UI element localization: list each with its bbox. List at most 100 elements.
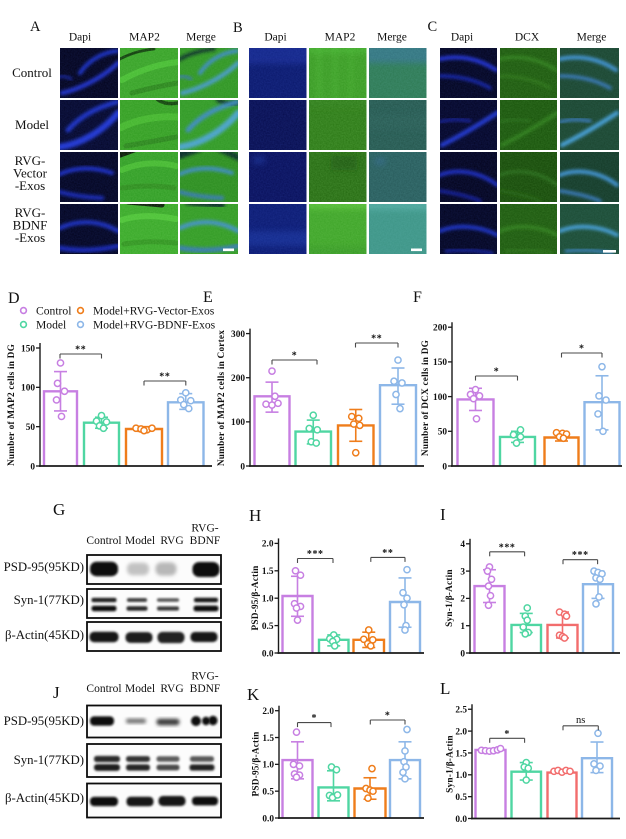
svg-text:PSD-95(95KD): PSD-95(95KD) xyxy=(4,714,84,728)
svg-text:1.0: 1.0 xyxy=(455,771,467,781)
svg-text:BDNF: BDNF xyxy=(190,683,221,695)
svg-text:Syn-1(77KD): Syn-1(77KD) xyxy=(14,753,84,767)
svg-text:β-Actin(45KD): β-Actin(45KD) xyxy=(5,791,84,805)
svg-text:0.0: 0.0 xyxy=(262,814,274,824)
svg-text:200: 200 xyxy=(231,374,245,384)
svg-text:Model: Model xyxy=(125,535,155,547)
svg-text:RVG-: RVG- xyxy=(191,523,218,535)
svg-text:0.0: 0.0 xyxy=(262,649,274,659)
svg-text:-Exos: -Exos xyxy=(15,230,45,245)
svg-text:RVG: RVG xyxy=(160,535,183,547)
svg-text:***: *** xyxy=(499,542,516,553)
svg-text:D: D xyxy=(8,290,20,307)
svg-text:DCX: DCX xyxy=(515,32,540,44)
svg-text:0.5: 0.5 xyxy=(262,787,274,797)
svg-text:*: * xyxy=(311,713,317,724)
svg-text:RVG-: RVG- xyxy=(15,205,46,220)
svg-text:I: I xyxy=(440,505,446,524)
svg-text:BDNF: BDNF xyxy=(190,535,221,547)
svg-text:Dapi: Dapi xyxy=(451,32,473,44)
svg-text:*: * xyxy=(504,729,510,740)
svg-text:200: 200 xyxy=(433,324,447,334)
svg-text:β-Actin(45KD): β-Actin(45KD) xyxy=(5,628,84,642)
svg-text:Control: Control xyxy=(36,304,71,317)
svg-text:H: H xyxy=(249,506,261,525)
svg-text:Dapi: Dapi xyxy=(69,32,91,44)
svg-text:*: * xyxy=(292,351,298,362)
svg-text:0: 0 xyxy=(240,462,245,472)
svg-text:100: 100 xyxy=(21,384,35,394)
svg-text:Syn-1/β-Actin: Syn-1/β-Actin xyxy=(446,735,456,793)
svg-text:Model+RVG-BDNF-Exos: Model+RVG-BDNF-Exos xyxy=(93,318,216,331)
svg-text:0: 0 xyxy=(30,462,35,472)
svg-text:RVG-: RVG- xyxy=(15,153,46,168)
svg-text:PSD-95(95KD): PSD-95(95KD) xyxy=(4,560,84,574)
svg-text:Number of MAP2 cells in DG: Number of MAP2 cells in DG xyxy=(7,344,17,466)
svg-text:Control: Control xyxy=(12,65,52,80)
svg-text:-Exos: -Exos xyxy=(15,178,45,193)
svg-text:1.0: 1.0 xyxy=(262,761,274,771)
svg-text:Syn-1(77KD): Syn-1(77KD) xyxy=(14,593,84,607)
svg-text:*: * xyxy=(385,711,391,722)
svg-text:150: 150 xyxy=(433,358,447,368)
svg-text:2.5: 2.5 xyxy=(455,706,467,716)
svg-text:Syn-1/β-Actin: Syn-1/β-Actin xyxy=(445,569,455,627)
svg-text:Number of DCX cells in DG: Number of DCX cells in DG xyxy=(421,340,431,456)
svg-text:MAP2: MAP2 xyxy=(325,32,356,44)
svg-text:Number of MAP2 cells in Cortex: Number of MAP2 cells in Cortex xyxy=(217,330,227,466)
svg-text:Model: Model xyxy=(125,683,155,695)
svg-text:ns: ns xyxy=(576,715,585,726)
svg-text:***: *** xyxy=(307,549,324,560)
svg-text:PSD-95/β-Actin: PSD-95/β-Actin xyxy=(252,731,262,797)
svg-text:Merge: Merge xyxy=(186,32,216,44)
svg-text:**: ** xyxy=(159,372,170,383)
svg-text:1.5: 1.5 xyxy=(262,567,274,577)
svg-text:PSD-95/β-Actin: PSD-95/β-Actin xyxy=(251,565,261,631)
svg-text:*: * xyxy=(494,367,500,378)
svg-text:F: F xyxy=(413,289,422,306)
svg-text:100: 100 xyxy=(231,418,245,428)
svg-text:Merge: Merge xyxy=(577,32,607,44)
svg-text:E: E xyxy=(203,289,213,306)
svg-text:50: 50 xyxy=(26,423,36,433)
svg-text:Model+RVG-Vector-Exos: Model+RVG-Vector-Exos xyxy=(93,304,215,317)
svg-text:0: 0 xyxy=(442,462,447,472)
svg-text:1.5: 1.5 xyxy=(262,734,274,744)
svg-text:BDNF: BDNF xyxy=(13,218,48,233)
svg-text:Model: Model xyxy=(36,318,66,331)
svg-text:1.5: 1.5 xyxy=(455,749,467,759)
svg-text:B: B xyxy=(233,20,243,36)
svg-text:2.0: 2.0 xyxy=(262,707,274,717)
svg-text:A: A xyxy=(30,19,41,35)
svg-text:G: G xyxy=(53,500,65,519)
svg-text:100: 100 xyxy=(433,393,447,403)
svg-text:150: 150 xyxy=(21,344,35,354)
svg-text:K: K xyxy=(247,685,260,704)
svg-text:**: ** xyxy=(75,345,86,356)
svg-text:RVG: RVG xyxy=(160,683,183,695)
svg-text:2.0: 2.0 xyxy=(455,727,467,737)
svg-text:300: 300 xyxy=(231,330,245,340)
svg-text:50: 50 xyxy=(438,428,448,438)
svg-text:**: ** xyxy=(371,334,382,345)
svg-text:1.0: 1.0 xyxy=(262,595,274,605)
svg-text:Model: Model xyxy=(15,117,49,132)
svg-text:L: L xyxy=(440,679,450,698)
svg-text:0: 0 xyxy=(460,649,465,659)
svg-text:0.5: 0.5 xyxy=(455,793,467,803)
svg-text:J: J xyxy=(53,683,60,702)
svg-text:*: * xyxy=(579,344,585,355)
svg-text:0.0: 0.0 xyxy=(455,815,467,825)
svg-text:Control: Control xyxy=(86,535,121,547)
svg-text:0.5: 0.5 xyxy=(262,622,274,632)
svg-text:4: 4 xyxy=(460,540,465,550)
svg-text:**: ** xyxy=(382,548,393,559)
svg-text:2: 2 xyxy=(460,595,465,605)
svg-text:Merge: Merge xyxy=(377,32,407,44)
svg-text:C: C xyxy=(428,19,438,35)
svg-text:3: 3 xyxy=(460,567,465,577)
svg-text:2.0: 2.0 xyxy=(262,540,274,550)
svg-text:Vector: Vector xyxy=(13,166,48,181)
svg-text:Control: Control xyxy=(86,683,121,695)
svg-text:1: 1 xyxy=(460,622,465,632)
